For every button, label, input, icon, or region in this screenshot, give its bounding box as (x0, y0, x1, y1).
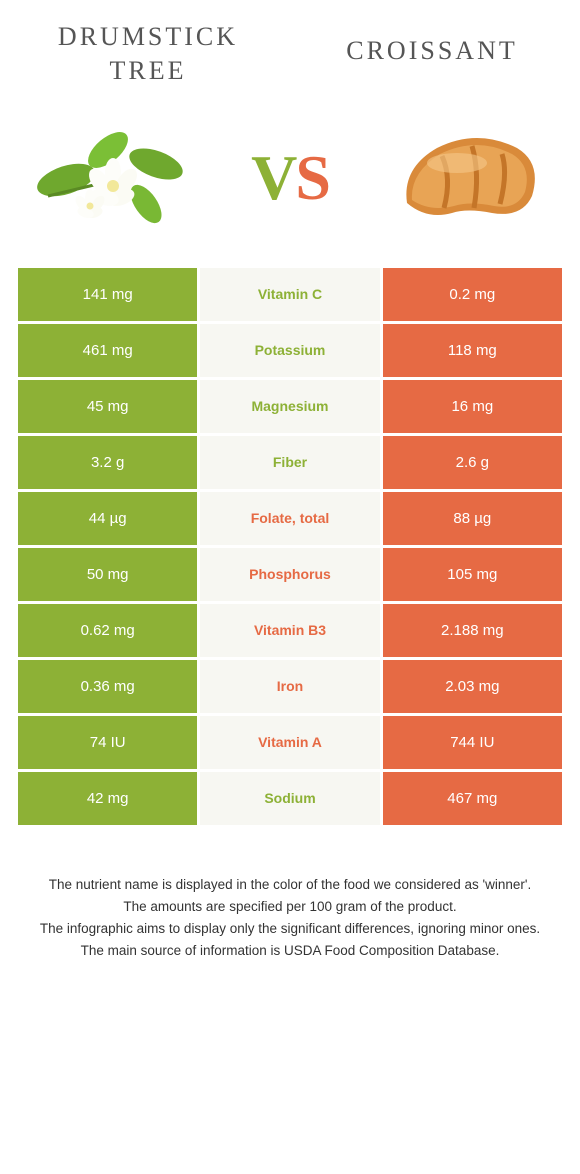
comparison-table: 141 mg Vitamin C 0.2 mg 461 mg Potassium… (18, 268, 562, 825)
table-row: 50 mg Phosphorus 105 mg (18, 548, 562, 601)
nutrient-label: Vitamin B3 (200, 604, 379, 657)
table-row: 44 µg Folate, total 88 µg (18, 492, 562, 545)
nutrient-label: Vitamin C (200, 268, 379, 321)
right-value: 2.188 mg (383, 604, 562, 657)
title-left-line2: tree (110, 56, 187, 85)
left-value: 74 IU (18, 716, 197, 769)
left-value: 42 mg (18, 772, 197, 825)
footnote-line: The main source of information is USDA F… (30, 941, 550, 961)
left-value: 0.36 mg (18, 660, 197, 713)
hero-row: VS (18, 118, 562, 238)
footnote-line: The amounts are specified per 100 gram o… (30, 897, 550, 917)
right-value: 0.2 mg (383, 268, 562, 321)
drumstick-tree-image (28, 118, 198, 238)
right-value: 88 µg (383, 492, 562, 545)
nutrient-label: Sodium (200, 772, 379, 825)
footnote-line: The nutrient name is displayed in the co… (30, 875, 550, 895)
left-value: 50 mg (18, 548, 197, 601)
right-value: 744 IU (383, 716, 562, 769)
croissant-image (382, 118, 552, 238)
right-value: 105 mg (383, 548, 562, 601)
table-row: 74 IU Vitamin A 744 IU (18, 716, 562, 769)
nutrient-label: Fiber (200, 436, 379, 489)
footnotes: The nutrient name is displayed in the co… (18, 875, 562, 962)
vs-label: VS (251, 141, 329, 215)
title-left-line1: Drumstick (58, 22, 238, 51)
table-row: 141 mg Vitamin C 0.2 mg (18, 268, 562, 321)
left-value: 0.62 mg (18, 604, 197, 657)
nutrient-label: Folate, total (200, 492, 379, 545)
left-value: 141 mg (18, 268, 197, 321)
nutrient-label: Vitamin A (200, 716, 379, 769)
table-row: 42 mg Sodium 467 mg (18, 772, 562, 825)
table-row: 3.2 g Fiber 2.6 g (18, 436, 562, 489)
left-value: 44 µg (18, 492, 197, 545)
left-value: 3.2 g (18, 436, 197, 489)
right-value: 2.03 mg (383, 660, 562, 713)
title-left: Drumstick tree (28, 20, 268, 88)
table-row: 0.36 mg Iron 2.03 mg (18, 660, 562, 713)
vs-v: V (251, 142, 295, 213)
title-right: Croissant (312, 20, 552, 68)
footnote-line: The infographic aims to display only the… (30, 919, 550, 939)
right-value: 118 mg (383, 324, 562, 377)
left-value: 45 mg (18, 380, 197, 433)
right-value: 467 mg (383, 772, 562, 825)
title-row: Drumstick tree Croissant (18, 20, 562, 88)
nutrient-label: Phosphorus (200, 548, 379, 601)
left-value: 461 mg (18, 324, 197, 377)
nutrient-label: Potassium (200, 324, 379, 377)
nutrient-label: Magnesium (200, 380, 379, 433)
nutrient-label: Iron (200, 660, 379, 713)
table-row: 0.62 mg Vitamin B3 2.188 mg (18, 604, 562, 657)
right-value: 16 mg (383, 380, 562, 433)
table-row: 461 mg Potassium 118 mg (18, 324, 562, 377)
vs-s: S (295, 142, 329, 213)
right-value: 2.6 g (383, 436, 562, 489)
table-row: 45 mg Magnesium 16 mg (18, 380, 562, 433)
